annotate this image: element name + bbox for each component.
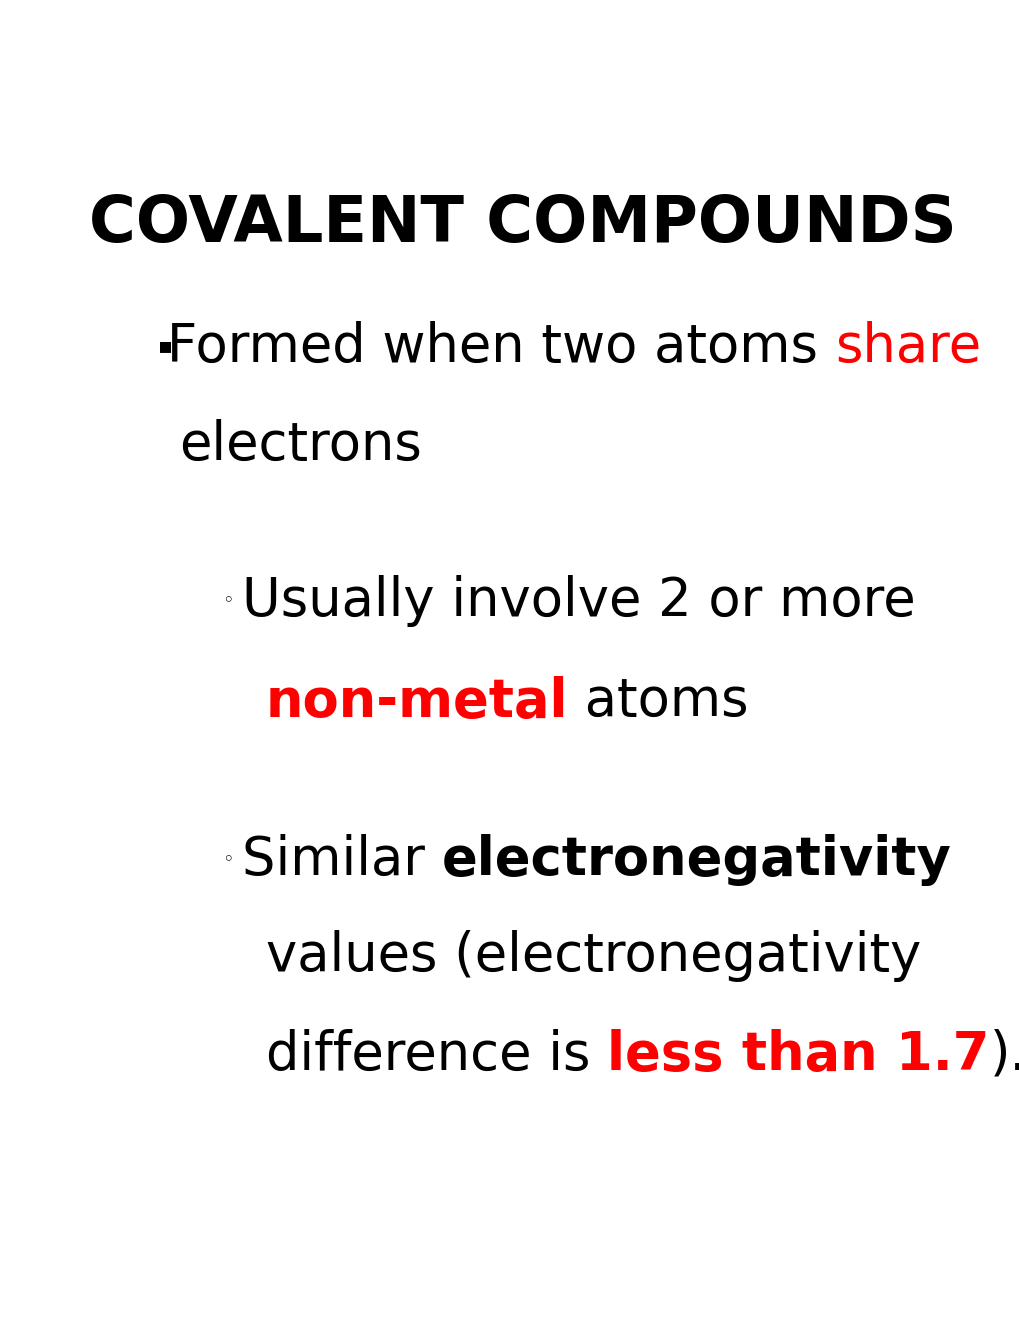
Text: ◦: ◦: [222, 850, 233, 869]
Text: Formed when two atoms: Formed when two atoms: [167, 321, 834, 372]
Text: COVALENT COMPOUNDS: COVALENT COMPOUNDS: [89, 194, 956, 256]
Text: difference is: difference is: [266, 1028, 606, 1081]
Text: electrons: electrons: [178, 418, 421, 471]
Text: values (electronegativity: values (electronegativity: [266, 931, 920, 982]
Text: non-metal: non-metal: [266, 676, 568, 729]
Text: ).: ).: [988, 1028, 1019, 1081]
Text: Similar: Similar: [242, 834, 441, 886]
Text: less than 1.7: less than 1.7: [606, 1028, 988, 1081]
Text: atoms: atoms: [568, 676, 748, 729]
Text: ▪: ▪: [157, 337, 172, 356]
Text: Usually involve 2 or more: Usually involve 2 or more: [242, 574, 915, 627]
Text: share: share: [834, 321, 980, 372]
Text: ◦: ◦: [222, 591, 233, 610]
Text: electronegativity: electronegativity: [441, 834, 951, 886]
